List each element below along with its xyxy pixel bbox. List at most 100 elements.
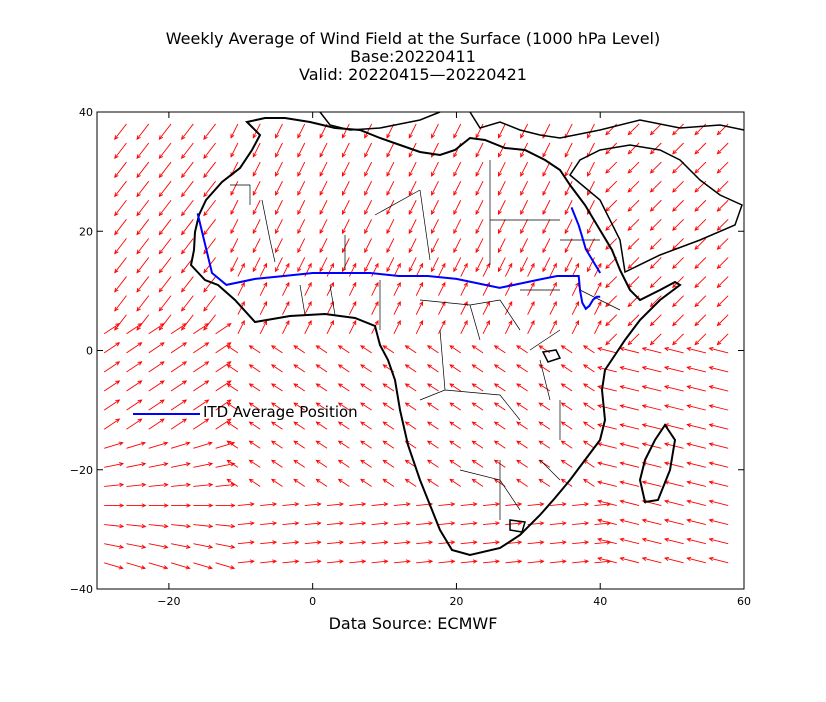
x-tick-label: 20 xyxy=(449,595,463,608)
wind-vector-arrow xyxy=(260,521,278,526)
wind-vector-arrow xyxy=(341,219,350,235)
wind-vector-arrow xyxy=(180,219,194,236)
wind-vector-arrow xyxy=(341,161,350,177)
wind-vector-arrow xyxy=(304,521,322,526)
wind-vector-arrow xyxy=(293,440,306,449)
wind-vector-arrow xyxy=(114,180,127,198)
wind-vector-arrow xyxy=(641,385,662,392)
wind-vector-arrow xyxy=(649,238,662,250)
wind-vector-arrow xyxy=(672,199,684,212)
wind-vector-arrow xyxy=(641,366,662,373)
wind-vector-arrow xyxy=(386,180,395,196)
wind-vector-arrow xyxy=(408,123,417,139)
axis-ticks: −20 0 20 40 60 40 20 0 −20 −40 xyxy=(70,106,751,608)
wind-vector-arrow xyxy=(582,478,595,487)
wind-vector-arrow xyxy=(542,200,551,216)
wind-vector-arrow xyxy=(104,524,125,529)
wind-vector-arrow xyxy=(572,521,590,526)
wind-vector-arrow xyxy=(326,521,345,526)
wind-vector-arrow xyxy=(293,364,306,373)
wind-vector-arrow xyxy=(426,440,439,449)
wind-vector-arrow xyxy=(641,480,662,487)
wind-vector-arrow xyxy=(114,199,127,217)
wind-vector-arrow xyxy=(471,383,484,392)
wind-vector-arrow xyxy=(471,421,484,430)
wind-vector-arrow xyxy=(304,281,312,296)
wind-vector-arrow xyxy=(193,462,214,468)
wind-vector-arrow xyxy=(319,161,328,177)
wind-vector-arrow xyxy=(471,364,484,373)
wind-vector-arrow xyxy=(136,123,150,140)
wind-vector-arrow xyxy=(597,499,617,506)
wind-vector-arrow xyxy=(475,238,484,254)
wind-vector-arrow xyxy=(248,402,261,411)
wind-vector-arrow xyxy=(337,440,350,449)
wind-vector-arrow xyxy=(597,480,617,487)
wind-vector-arrow xyxy=(471,345,484,354)
wind-vector-arrow xyxy=(148,323,165,335)
wind-vector-arrow xyxy=(408,200,417,216)
wind-vector-arrow xyxy=(408,257,417,273)
wind-vector-arrow xyxy=(193,524,214,529)
wind-vector-arrow xyxy=(649,161,662,174)
wind-vector-arrow xyxy=(148,524,169,529)
wind-vector-arrow xyxy=(326,559,345,564)
wind-vector-arrow xyxy=(114,238,127,255)
wind-vector-arrow xyxy=(672,333,684,346)
wind-vector-arrow xyxy=(416,521,434,526)
wind-vector-arrow xyxy=(180,180,194,198)
wind-vector-arrow xyxy=(672,142,684,155)
wind-vector-arrow xyxy=(438,540,456,545)
wind-vector-arrow xyxy=(393,521,411,526)
wind-vector-arrow xyxy=(275,142,283,158)
wind-vector-arrow xyxy=(297,200,306,216)
wind-vector-arrow xyxy=(158,257,172,274)
x-tick-label: 40 xyxy=(593,595,607,608)
wind-vector-arrow xyxy=(694,333,707,346)
wind-vector-arrow xyxy=(158,123,172,140)
wind-vector-arrow xyxy=(493,345,506,354)
wind-vector-arrow xyxy=(226,459,239,468)
wind-vector-arrow xyxy=(708,404,729,411)
wind-vector-arrow xyxy=(453,123,462,139)
x-tick-label: 0 xyxy=(309,595,316,608)
wind-vector-arrow xyxy=(663,499,684,506)
wind-vector-arrow xyxy=(248,440,261,449)
wind-vector-arrow xyxy=(475,257,484,273)
wind-vector-arrow xyxy=(627,123,640,136)
wind-vector-arrow xyxy=(449,478,462,487)
wind-vector-arrow xyxy=(482,521,501,526)
wind-vector-arrow xyxy=(549,521,567,526)
wind-vector-arrow xyxy=(542,142,551,158)
itd-line-main xyxy=(196,213,601,311)
wind-vector-arrow xyxy=(716,257,729,269)
wind-vector-arrow xyxy=(619,537,640,545)
wind-vector-arrow xyxy=(649,199,662,212)
wind-vector-arrow xyxy=(230,142,239,158)
wind-vector-arrow xyxy=(170,543,191,549)
y-tick-label: −40 xyxy=(70,583,93,596)
wind-vector-arrow xyxy=(104,462,124,468)
wind-vector-arrow xyxy=(582,383,595,392)
wind-vector-arrow xyxy=(438,502,456,507)
wind-vector-arrow xyxy=(497,123,506,139)
wind-vector-arrow xyxy=(694,161,707,174)
africa-landmass xyxy=(189,111,745,557)
wind-vector-arrow xyxy=(319,200,328,216)
wind-vector-arrow xyxy=(475,180,484,196)
wind-vector-arrow xyxy=(627,180,640,193)
wind-vector-arrow xyxy=(203,142,216,160)
wind-vector-arrow xyxy=(326,281,334,296)
wind-vector-arrow xyxy=(449,421,462,430)
wind-vector-arrow xyxy=(627,161,640,174)
wind-vector-arrow xyxy=(297,219,306,235)
itd-average-position xyxy=(196,207,602,311)
wind-vector-arrow xyxy=(497,142,506,158)
wind-vector-arrow xyxy=(415,320,424,335)
wind-vector-arrow xyxy=(708,499,729,506)
wind-vector-arrow xyxy=(716,314,729,327)
wind-vector-arrow xyxy=(349,521,367,526)
chart-valid-range: Valid: 20220415—20220421 xyxy=(299,65,527,84)
wind-vector-arrow xyxy=(571,320,580,335)
wind-vector-arrow xyxy=(148,503,169,508)
